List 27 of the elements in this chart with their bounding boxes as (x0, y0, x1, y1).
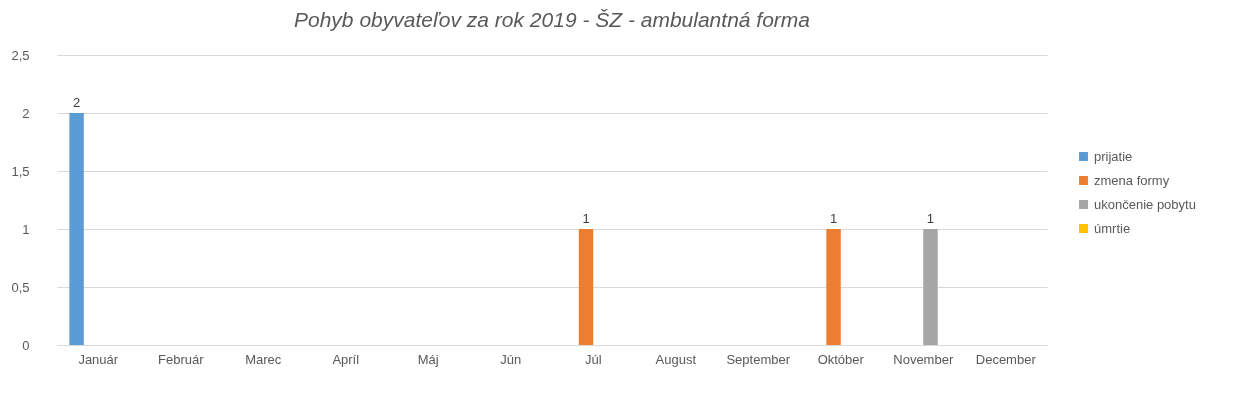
y-tick-label: 1,5 (11, 163, 30, 179)
x-tick-label: Apríl (332, 351, 360, 367)
chart-title: Pohyb obyvateľov za rok 2019 - ŠZ - ambulantná forma (293, 8, 811, 31)
y-tick-label: 0 (22, 337, 30, 353)
y-tick-label: 1 (22, 221, 30, 237)
data-label: 2 (72, 95, 81, 110)
legend-label: úmrtie (1094, 220, 1131, 236)
x-tick-label: Júl (584, 351, 602, 367)
x-tick-label: Október (817, 351, 865, 367)
y-tick-label: 2 (22, 105, 30, 121)
legend-label: prijatie (1094, 148, 1133, 164)
x-tick-label: Február (157, 351, 205, 367)
x-tick-label: August (655, 351, 697, 367)
x-tick-label: Marec (245, 351, 282, 367)
x-tick-label: Január (78, 351, 119, 367)
x-tick-label: December (975, 351, 1037, 367)
x-tick-label: November (893, 351, 954, 367)
x-tick-label: Máj (417, 351, 439, 367)
y-tick-label: 0,5 (11, 279, 30, 295)
y-tick-label: 2,5 (11, 47, 30, 63)
legend-label: zmena formy (1094, 172, 1170, 188)
data-label: 1 (582, 211, 590, 226)
data-label: 1 (829, 211, 838, 226)
x-tick-label: Jún (500, 351, 522, 367)
legend-label: ukončenie pobytu (1094, 196, 1196, 212)
data-label: 1 (926, 211, 935, 226)
x-tick-label: September (726, 351, 791, 367)
